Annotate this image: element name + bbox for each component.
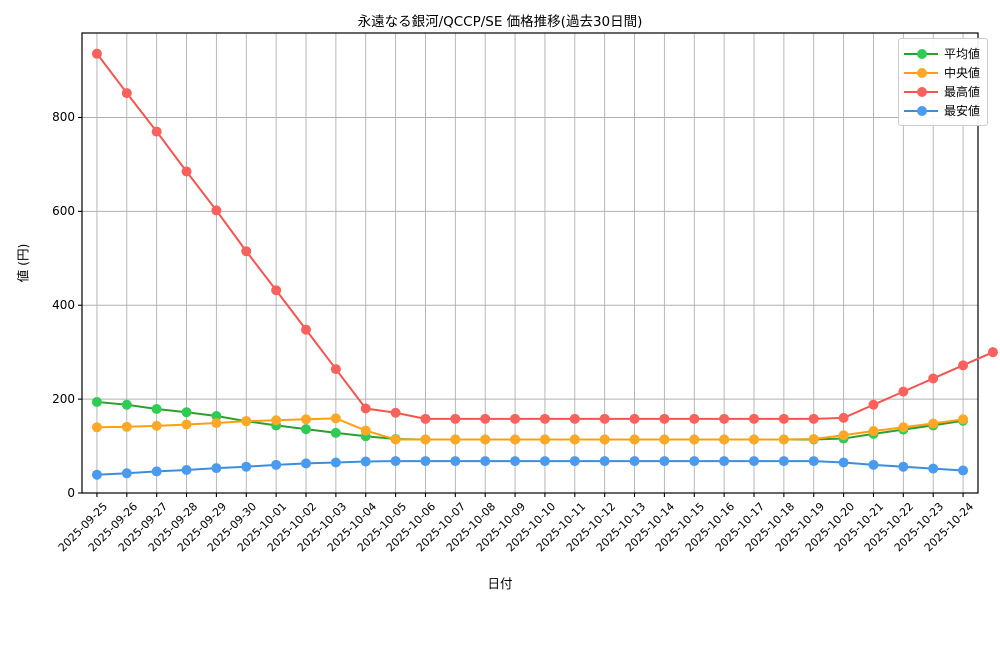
y-axis-label: 値 (円) xyxy=(15,243,31,283)
y-tick-label: 600 xyxy=(52,204,75,219)
legend-label: 中央値 xyxy=(943,66,980,80)
y-tick-label: 800 xyxy=(52,110,75,125)
series-0 xyxy=(91,396,969,445)
legend-item[interactable]: 中央値 xyxy=(903,63,980,82)
y-tick-label: 200 xyxy=(52,392,75,407)
series-2 xyxy=(91,48,998,424)
legend-item[interactable]: 最安値 xyxy=(903,101,980,120)
legend-marker-icon xyxy=(903,66,938,80)
legend-label: 最安値 xyxy=(943,104,980,118)
legend-marker-icon xyxy=(903,47,938,61)
series-3 xyxy=(91,456,969,480)
legend-label: 最高値 xyxy=(943,85,980,99)
plot-frame xyxy=(81,32,979,494)
y-tick-label: 0 xyxy=(67,486,75,500)
legend-label: 平均値 xyxy=(943,47,980,61)
y-tick-label: 400 xyxy=(52,298,75,313)
legend-item[interactable]: 平均値 xyxy=(903,44,980,63)
tick-marks xyxy=(78,116,964,497)
legend-marker-icon xyxy=(903,85,938,99)
chart-legend: 平均値中央値最高値最安値 xyxy=(897,38,988,126)
series-1 xyxy=(91,413,969,445)
plot-area xyxy=(78,32,998,497)
legend-marker-icon xyxy=(903,104,938,118)
x-axis-label: 日付 xyxy=(487,576,513,591)
chart-title: 永遠なる銀河/QCCP/SE 価格推移(過去30日間) xyxy=(357,14,643,30)
legend-item[interactable]: 最高値 xyxy=(903,82,980,101)
chart-figure: 永遠なる銀河/QCCP/SE 価格推移(過去30日間) 値 (円) 日付 0 20… xyxy=(15,14,998,591)
